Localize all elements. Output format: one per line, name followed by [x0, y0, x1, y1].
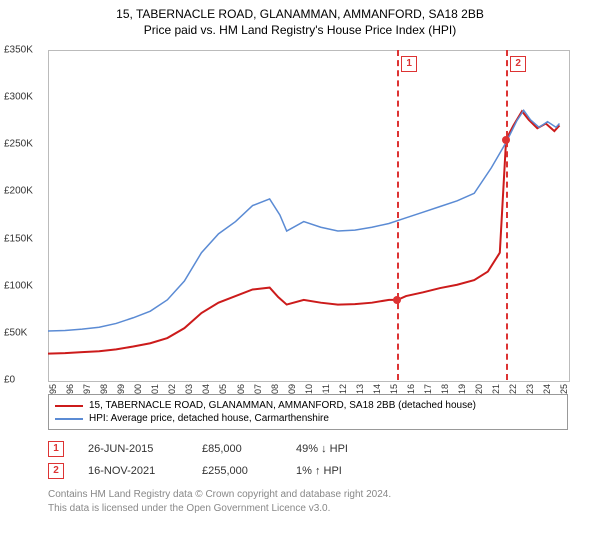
table-row: 1 26-JUN-2015 £85,000 49% ↓ HPI [48, 438, 348, 460]
series-hpi [48, 110, 559, 331]
y-tick-label: £300K [4, 92, 33, 103]
line-series [48, 50, 568, 380]
series-property [48, 111, 559, 353]
txn-price: £85,000 [202, 443, 272, 455]
y-tick-label: £100K [4, 280, 33, 291]
y-tick-label: £350K [4, 45, 33, 56]
y-tick-label: £200K [4, 186, 33, 197]
footer-attribution: Contains HM Land Registry data © Crown c… [48, 488, 391, 515]
title-line-1: 15, TABERNACLE ROAD, GLANAMMAN, AMMANFOR… [0, 6, 600, 22]
marker-badge: 1 [401, 56, 417, 72]
marker-badge: 2 [48, 463, 64, 479]
chart-title: 15, TABERNACLE ROAD, GLANAMMAN, AMMANFOR… [0, 0, 600, 38]
marker-badge: 1 [48, 441, 64, 457]
marker-dot [393, 296, 401, 304]
footer-line-2: This data is licensed under the Open Gov… [48, 502, 391, 516]
title-line-2: Price paid vs. HM Land Registry's House … [0, 22, 600, 38]
table-row: 2 16-NOV-2021 £255,000 1% ↑ HPI [48, 460, 348, 482]
legend-swatch [55, 405, 83, 407]
legend: 15, TABERNACLE ROAD, GLANAMMAN, AMMANFOR… [48, 394, 568, 430]
legend-label: HPI: Average price, detached house, Carm… [89, 413, 329, 424]
txn-price: £255,000 [202, 465, 272, 477]
txn-delta: 1% ↑ HPI [296, 465, 342, 477]
y-tick-label: £50K [4, 327, 27, 338]
transaction-table: 1 26-JUN-2015 £85,000 49% ↓ HPI 2 16-NOV… [48, 438, 348, 482]
txn-date: 16-NOV-2021 [88, 465, 178, 477]
y-tick-label: £250K [4, 139, 33, 150]
legend-item: HPI: Average price, detached house, Carm… [55, 412, 561, 425]
footer-line-1: Contains HM Land Registry data © Crown c… [48, 488, 391, 502]
marker-badge: 2 [510, 56, 526, 72]
legend-swatch [55, 418, 83, 420]
txn-date: 26-JUN-2015 [88, 443, 178, 455]
marker-line [397, 50, 399, 380]
chart-container: 15, TABERNACLE ROAD, GLANAMMAN, AMMANFOR… [0, 0, 600, 560]
legend-label: 15, TABERNACLE ROAD, GLANAMMAN, AMMANFOR… [89, 400, 476, 411]
marker-dot [502, 136, 510, 144]
y-tick-label: £0 [4, 375, 15, 386]
y-tick-label: £150K [4, 233, 33, 244]
legend-item: 15, TABERNACLE ROAD, GLANAMMAN, AMMANFOR… [55, 399, 561, 412]
marker-line [506, 50, 508, 380]
txn-delta: 49% ↓ HPI [296, 443, 348, 455]
